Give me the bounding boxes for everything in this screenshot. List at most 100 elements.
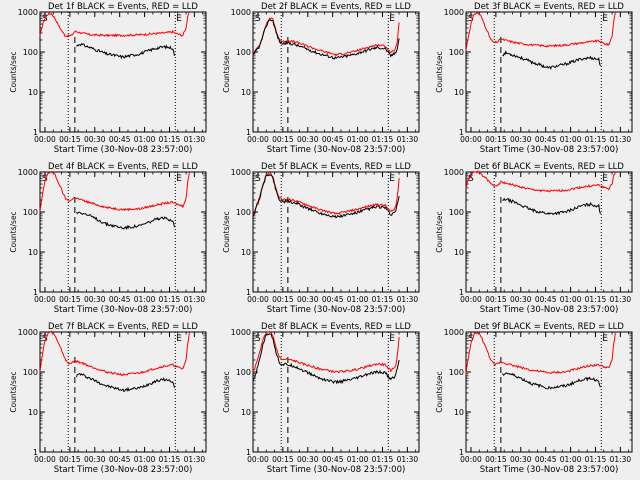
x-tick-label: 00:45 [109, 135, 131, 144]
y-tick-label: 1000 [444, 328, 464, 337]
x-tick-label: 01:00 [347, 455, 369, 464]
plot-frame [252, 11, 420, 133]
start-marker-label: S [255, 174, 261, 184]
lld-series-line [465, 11, 616, 51]
panel-title: Det 6f BLACK = Events, RED = LLD [474, 162, 624, 172]
end-marker-label: E [602, 174, 608, 184]
x-tick-label: 00:45 [322, 295, 344, 304]
events-series-line [502, 197, 601, 216]
x-tick-label: 00:45 [109, 295, 131, 304]
x-tick-label: 00:30 [297, 295, 319, 304]
panel-2: Det 2f BLACK = Events, RED = LLD 1 10 100 10… [222, 2, 420, 155]
events-series-line [252, 174, 400, 219]
x-tick-label: 00:30 [84, 455, 106, 464]
x-tick-label: 00:45 [322, 455, 344, 464]
lld-series-line [252, 330, 400, 374]
panel-title: Det 3f BLACK = Events, RED = LLD [474, 2, 624, 12]
end-marker-label: E [389, 14, 395, 24]
y-tick-label: 100 [23, 48, 38, 57]
end-marker-label: E [602, 334, 608, 344]
lld-series-line [39, 330, 190, 377]
x-tick-label: 00:00 [460, 455, 482, 464]
y-tick-label: 1 [459, 128, 464, 137]
y-axis-label: Counts/sec [9, 51, 18, 92]
panel-3: Det 3f BLACK = Events, RED = LLD 1 10 100 10… [435, 2, 633, 155]
y-tick-label: 1000 [18, 168, 38, 177]
y-tick-label: 1 [459, 448, 464, 457]
x-tick-label: 01:30 [610, 455, 632, 464]
y-tick-label: 1 [246, 128, 251, 137]
x-tick-label: 01:30 [397, 455, 419, 464]
start-marker-label: S [42, 334, 48, 344]
start-marker-label: S [42, 174, 48, 184]
lld-series-line [465, 331, 616, 375]
end-marker-label: E [176, 14, 182, 24]
x-tick-label: 00:00 [247, 135, 269, 144]
plot-frame [465, 171, 633, 293]
x-tick-label: 00:00 [460, 295, 482, 304]
panel-title: Det 7f BLACK = Events, RED = LLD [48, 322, 198, 332]
x-tick-label: 01:00 [560, 135, 582, 144]
y-tick-label: 100 [236, 368, 251, 377]
y-tick-label: 1000 [231, 8, 251, 17]
panel-8: Det 8f BLACK = Events, RED = LLD 1 10 100 10… [222, 322, 420, 475]
panel-title: Det 8f BLACK = Events, RED = LLD [261, 322, 411, 332]
y-tick-label: 1000 [18, 328, 38, 337]
plot-frame [465, 331, 633, 453]
start-marker-label: S [255, 14, 261, 24]
y-tick-label: 10 [241, 88, 251, 97]
x-tick-label: 01:30 [184, 135, 206, 144]
x-tick-label: 01:15 [372, 295, 394, 304]
y-tick-label: 1000 [231, 328, 251, 337]
y-tick-label: 100 [449, 208, 464, 217]
y-tick-label: 100 [236, 48, 251, 57]
x-tick-label: 00:15 [272, 135, 294, 144]
x-tick-label: 01:15 [585, 135, 607, 144]
x-tick-label: 00:15 [59, 455, 81, 464]
x-tick-label: 00:30 [297, 455, 319, 464]
x-tick-label: 01:15 [585, 455, 607, 464]
end-marker-label: E [602, 14, 608, 24]
lld-series-line [465, 170, 616, 193]
x-axis-label: Start Time (30-Nov-08 23:57:00) [54, 145, 193, 155]
x-tick-label: 00:00 [34, 295, 56, 304]
y-tick-label: 100 [23, 208, 38, 217]
y-tick-label: 10 [28, 88, 38, 97]
x-tick-label: 00:30 [510, 295, 532, 304]
plot-frame [39, 171, 207, 293]
events-series-line [502, 372, 601, 390]
panel-1: Det 1f BLACK = Events, RED = LLD 1 10 100 10… [9, 2, 207, 155]
y-tick-label: 100 [236, 208, 251, 217]
x-tick-label: 01:00 [134, 455, 156, 464]
y-tick-label: 1000 [18, 8, 38, 17]
y-tick-label: 10 [454, 88, 464, 97]
panel-title: Det 2f BLACK = Events, RED = LLD [261, 2, 411, 12]
x-tick-label: 00:00 [34, 455, 56, 464]
y-axis-label: Counts/sec [435, 51, 444, 92]
y-axis-label: Counts/sec [222, 371, 231, 412]
x-axis-label: Start Time (30-Nov-08 23:57:00) [267, 305, 406, 315]
y-axis-label: Counts/sec [435, 371, 444, 412]
start-marker-label: S [468, 14, 474, 24]
x-tick-label: 00:15 [485, 455, 507, 464]
x-axis-label: Start Time (30-Nov-08 23:57:00) [480, 465, 619, 475]
plot-frame [465, 11, 633, 133]
x-axis-label: Start Time (30-Nov-08 23:57:00) [54, 305, 193, 315]
x-tick-label: 00:15 [59, 295, 81, 304]
y-tick-label: 100 [449, 368, 464, 377]
x-axis-label: Start Time (30-Nov-08 23:57:00) [267, 465, 406, 475]
y-tick-label: 1000 [444, 168, 464, 177]
y-tick-label: 10 [241, 248, 251, 257]
x-tick-label: 01:30 [397, 135, 419, 144]
x-tick-label: 01:15 [159, 455, 181, 464]
x-tick-label: 00:45 [322, 135, 344, 144]
x-tick-label: 00:45 [535, 295, 557, 304]
x-tick-label: 00:15 [59, 135, 81, 144]
plot-frame [252, 171, 420, 293]
x-axis-label: Start Time (30-Nov-08 23:57:00) [480, 305, 619, 315]
y-tick-label: 10 [454, 248, 464, 257]
plot-frame [252, 331, 420, 453]
x-tick-label: 00:45 [535, 455, 557, 464]
end-marker-label: E [389, 174, 395, 184]
end-marker-label: E [176, 174, 182, 184]
